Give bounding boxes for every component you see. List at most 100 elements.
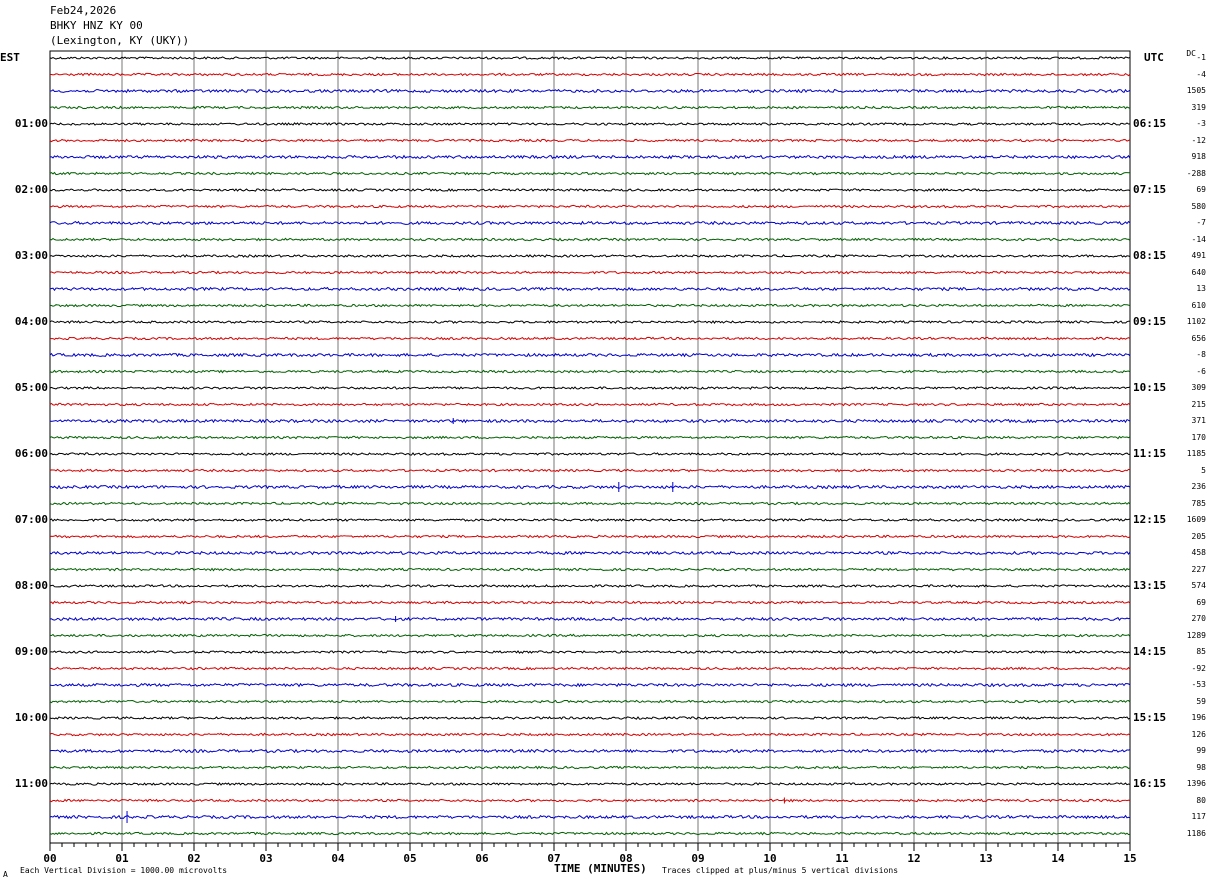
dc-offset-value: 205 — [1191, 531, 1206, 541]
dc-offset-value: -6 — [1196, 366, 1206, 376]
est-hour-label: 09:00 — [14, 645, 48, 658]
dc-offset-value: 371 — [1191, 416, 1206, 425]
trace-row — [49, 352, 1131, 358]
dc-offset-value: 1609 — [1186, 515, 1206, 524]
trace-row — [49, 600, 1131, 605]
dc-offset-value: 98 — [1196, 762, 1206, 772]
est-hour-label: 05:00 — [14, 381, 48, 394]
trace-row — [49, 336, 1131, 341]
trace-row — [49, 138, 1131, 143]
utc-hour-label: 10:15 — [1133, 381, 1167, 394]
x-tick-label: 08 — [619, 852, 633, 865]
dc-offset-value: -14 — [1191, 234, 1206, 244]
x-tick-label: 13 — [979, 852, 993, 865]
dc-offset-value: 1186 — [1186, 828, 1206, 838]
trace-row — [49, 716, 1131, 720]
dc-offset-value: 640 — [1191, 267, 1206, 277]
x-tick-label: 00 — [43, 852, 57, 865]
est-hour-label: 04:00 — [14, 315, 48, 328]
trace-row — [49, 468, 1131, 473]
dc-offset-value: -1 — [1196, 53, 1206, 62]
trace-row — [49, 584, 1131, 588]
dc-offset-value: 13 — [1196, 284, 1206, 293]
dc-offset-value: -7 — [1196, 218, 1206, 227]
plot-date: Feb24,2026 — [50, 4, 117, 17]
trace-row — [50, 633, 1131, 638]
est-hour-label: 03:00 — [14, 249, 48, 262]
x-tick-label: 11 — [835, 852, 849, 865]
x-tick-label: 05 — [403, 852, 417, 865]
dc-offset-value: -8 — [1196, 350, 1206, 359]
dc-offset-value: 196 — [1191, 713, 1206, 722]
dc-offset-value: -288 — [1186, 168, 1206, 178]
dc-offset-value: 69 — [1196, 185, 1206, 194]
dc-offset-value: 458 — [1191, 548, 1206, 557]
trace-row — [49, 188, 1131, 192]
est-hour-label: 08:00 — [14, 579, 48, 592]
trace-row — [49, 220, 1131, 226]
trace-row — [49, 418, 1131, 424]
dc-offset-value: -3 — [1196, 119, 1206, 128]
dc-offset-value: 1505 — [1186, 86, 1206, 95]
dc-offset-value: 1396 — [1186, 779, 1206, 788]
dc-offset-value: 5 — [1201, 465, 1206, 475]
dc-offset-value: 170 — [1191, 432, 1206, 442]
clip-note: Traces clipped at plus/minus 5 vertical … — [662, 866, 899, 875]
dc-offset-value: 309 — [1191, 383, 1206, 392]
trace-row — [49, 682, 1131, 688]
trace-row — [49, 518, 1131, 522]
dc-offset-value: 80 — [1196, 795, 1206, 805]
trace-row — [49, 550, 1131, 556]
utc-hour-label: 12:15 — [1133, 513, 1167, 526]
dc-header-label: DC — [1186, 49, 1196, 58]
dc-offset-value: -53 — [1191, 680, 1206, 689]
est-hour-label: 11:00 — [14, 777, 48, 790]
trace-row — [49, 798, 1131, 803]
x-tick-label: 04 — [331, 852, 345, 865]
station-location: (Lexington, KY (UKY)) — [50, 34, 190, 47]
right-timezone-label: UTC — [1144, 51, 1164, 64]
trace-row — [49, 484, 1131, 490]
x-tick-label: 03 — [259, 852, 273, 865]
x-tick-label: 15 — [1123, 852, 1137, 865]
trace-row — [49, 567, 1131, 572]
utc-hour-label: 14:15 — [1133, 645, 1167, 658]
trace-row — [49, 831, 1131, 836]
trace-row — [49, 320, 1131, 324]
trace-row — [49, 171, 1131, 176]
dc-offset-value: 270 — [1191, 614, 1206, 623]
dc-offset-value: 785 — [1191, 498, 1206, 508]
dc-offset-value: 574 — [1191, 581, 1206, 590]
x-tick-label: 10 — [763, 852, 777, 865]
trace-row — [49, 814, 1131, 820]
dc-offset-value: 69 — [1196, 597, 1206, 607]
dc-offset-value: 85 — [1196, 647, 1206, 656]
est-hour-label: 01:00 — [14, 117, 48, 130]
utc-hour-label: 06:15 — [1133, 117, 1167, 130]
trace-row — [49, 286, 1131, 292]
x-tick-label: 09 — [691, 852, 705, 865]
dc-offset-value: 580 — [1191, 201, 1206, 211]
trace-row — [49, 748, 1131, 754]
x-axis-title: TIME (MINUTES) — [554, 862, 647, 875]
trace-row — [49, 254, 1131, 258]
x-tick-label: 14 — [1051, 852, 1065, 865]
est-hour-label: 10:00 — [14, 711, 48, 724]
dc-offset-value: 918 — [1191, 152, 1206, 161]
est-hour-label: 07:00 — [14, 513, 48, 526]
dc-offset-value: -4 — [1196, 69, 1206, 79]
station-id: BHKY HNZ KY 00 — [50, 19, 143, 32]
trace-row — [49, 369, 1131, 374]
trace-row — [49, 435, 1131, 440]
trace-row — [49, 270, 1131, 275]
utc-hour-label: 07:15 — [1133, 183, 1167, 196]
trace-row — [49, 732, 1131, 737]
dc-offset-value: 236 — [1191, 482, 1206, 491]
trace-row — [49, 402, 1131, 407]
trace-row — [50, 72, 1131, 77]
utc-hour-label: 16:15 — [1133, 777, 1167, 790]
left-timezone-label: EST — [0, 51, 20, 64]
trace-row — [49, 56, 1131, 60]
dc-offset-value: 1289 — [1186, 630, 1206, 640]
